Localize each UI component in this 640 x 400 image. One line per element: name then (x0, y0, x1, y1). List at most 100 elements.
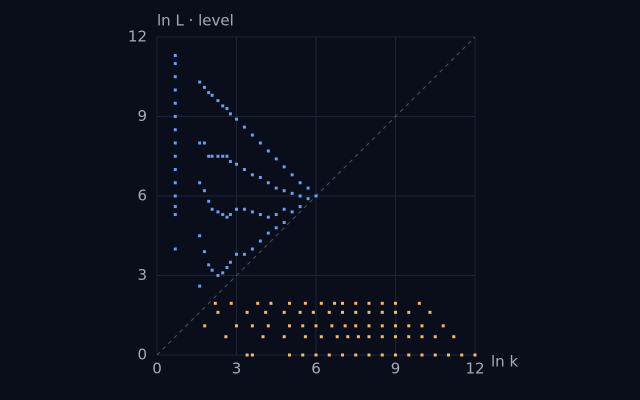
x-tick-label: 3 (232, 360, 242, 378)
point (301, 353, 305, 357)
point (258, 239, 262, 243)
point (207, 154, 211, 158)
point (367, 301, 371, 305)
point (250, 173, 254, 177)
point (282, 165, 286, 169)
point (250, 324, 254, 328)
point (203, 324, 207, 328)
point (224, 335, 228, 339)
point (306, 186, 310, 190)
point (225, 107, 229, 111)
point (242, 125, 246, 129)
point (282, 207, 286, 211)
point (394, 324, 397, 328)
y-axis-label: ln L · level (157, 12, 234, 30)
point (298, 194, 302, 198)
point (198, 234, 202, 238)
point (261, 335, 265, 339)
point (288, 324, 291, 328)
point (198, 141, 202, 145)
point (282, 310, 286, 314)
point (420, 353, 424, 357)
point (235, 252, 238, 256)
point (202, 250, 206, 254)
point (245, 310, 249, 314)
y-tick-label: 12 (128, 28, 147, 46)
point (213, 301, 217, 305)
point (282, 221, 286, 224)
point (319, 335, 323, 339)
point (173, 141, 177, 145)
point (210, 268, 214, 272)
point (173, 115, 177, 118)
point (202, 85, 206, 89)
point (245, 353, 249, 357)
point (335, 335, 339, 339)
point (173, 213, 177, 217)
point (228, 213, 232, 217)
point (210, 154, 214, 158)
point (354, 353, 358, 357)
point (407, 353, 411, 357)
point (216, 154, 220, 158)
point (367, 310, 371, 314)
point (221, 154, 225, 158)
point (216, 274, 220, 277)
point (394, 353, 397, 357)
point (210, 207, 214, 211)
point (327, 353, 331, 357)
point (354, 310, 358, 314)
y-tick-label: 9 (137, 107, 147, 125)
point (216, 310, 220, 314)
point (274, 213, 278, 217)
point (428, 310, 432, 314)
point (341, 301, 344, 305)
point (380, 310, 384, 314)
point (380, 353, 384, 357)
point (173, 54, 177, 58)
point (452, 335, 456, 339)
point (288, 353, 291, 357)
point (242, 168, 246, 171)
point (173, 128, 177, 132)
point (298, 205, 302, 209)
point (343, 324, 347, 328)
point (198, 284, 202, 288)
point (235, 162, 238, 166)
point (228, 112, 232, 116)
point (173, 181, 177, 185)
point (173, 247, 177, 251)
point (274, 186, 278, 190)
point (235, 117, 238, 121)
point (210, 93, 214, 97)
point (221, 104, 225, 108)
point (473, 353, 477, 357)
point (314, 324, 318, 328)
point (198, 80, 202, 84)
point (417, 301, 421, 305)
point (380, 301, 384, 305)
point (346, 335, 350, 339)
point (354, 324, 358, 328)
point (250, 133, 254, 137)
point (216, 99, 220, 103)
point (228, 260, 232, 264)
point (319, 301, 323, 305)
point (207, 199, 211, 203)
point (333, 301, 337, 305)
point (290, 210, 294, 214)
x-tick-label: 9 (391, 360, 401, 378)
point (367, 353, 371, 357)
point (420, 335, 424, 339)
point (341, 353, 344, 357)
point (303, 301, 307, 305)
point (301, 324, 305, 328)
point (330, 324, 334, 328)
point (173, 75, 177, 79)
point (242, 207, 246, 211)
point (314, 194, 318, 198)
point (311, 310, 315, 314)
point (420, 324, 424, 328)
point (266, 181, 270, 185)
